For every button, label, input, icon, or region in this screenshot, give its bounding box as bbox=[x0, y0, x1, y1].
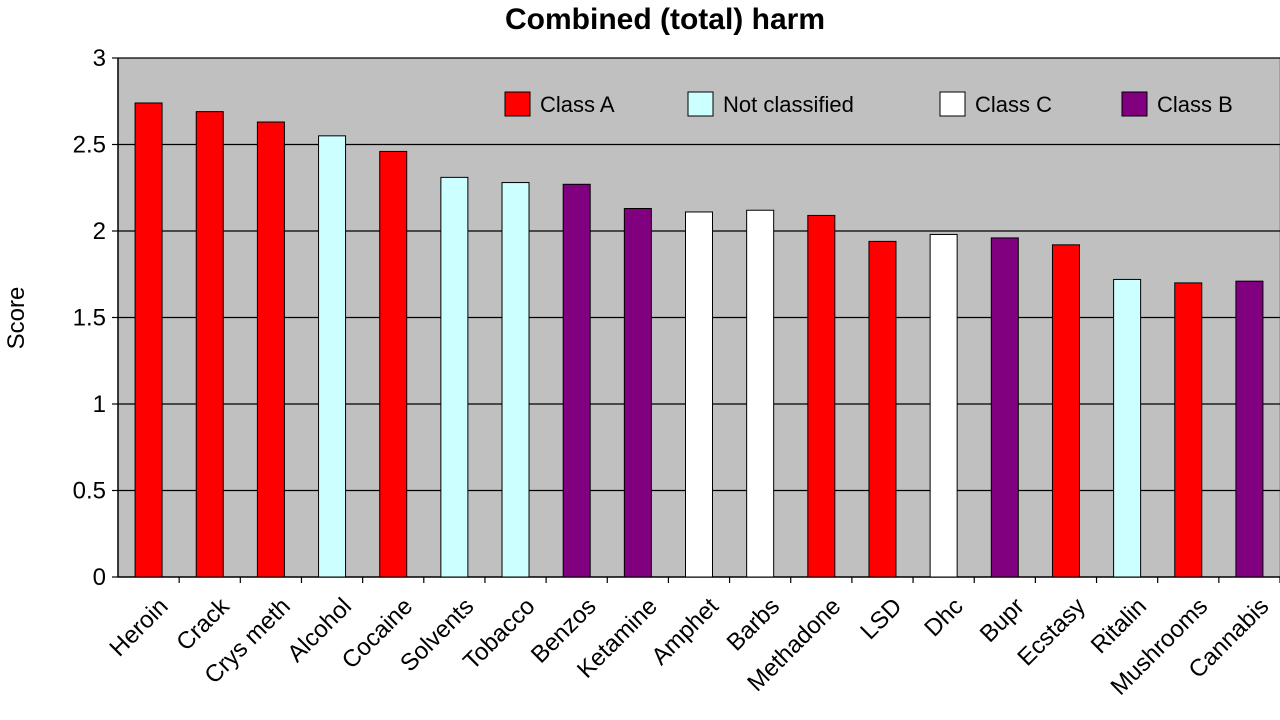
legend-swatch bbox=[1121, 91, 1148, 117]
legend-swatch bbox=[687, 91, 714, 117]
bar-lsd bbox=[868, 240, 897, 578]
legend-item-class-b: Class B bbox=[1121, 91, 1233, 117]
legend-item-class-a: Class A bbox=[504, 91, 615, 117]
y-tick-label: 0.5 bbox=[73, 478, 106, 505]
x-tick-label: Heroin bbox=[104, 593, 173, 662]
legend-item-not-classified: Not classified bbox=[687, 91, 854, 117]
bar-heroin bbox=[134, 102, 163, 578]
bar-tobacco bbox=[501, 182, 530, 578]
bar-ketamine bbox=[623, 208, 652, 578]
y-tick-label: 1 bbox=[93, 391, 106, 418]
bar-ritalin bbox=[1113, 278, 1142, 578]
bar-barbs bbox=[746, 209, 775, 578]
y-tick-label: 2 bbox=[93, 218, 106, 245]
y-tick-label: 1.5 bbox=[73, 305, 106, 332]
x-tick-label: Bupr bbox=[975, 593, 1030, 648]
bar-amphet bbox=[685, 211, 713, 578]
legend-label: Not classified bbox=[723, 92, 854, 117]
legend-label: Class B bbox=[1157, 92, 1233, 117]
bar-cannabis bbox=[1235, 280, 1264, 578]
legend-label: Class A bbox=[540, 92, 615, 117]
y-tick-label: 2.5 bbox=[73, 132, 106, 159]
bar-ecstasy bbox=[1051, 244, 1080, 578]
chart-title: Combined (total) harm bbox=[505, 3, 825, 36]
y-tick-label: 0 bbox=[93, 564, 106, 591]
x-tick-label: Dhc bbox=[919, 593, 968, 642]
y-axis-label: Score bbox=[3, 287, 30, 350]
bar-alcohol bbox=[318, 135, 347, 578]
x-tick-label: Amphet bbox=[646, 593, 724, 671]
legend-swatch bbox=[939, 91, 966, 117]
legend-swatch bbox=[504, 91, 531, 117]
bar-solvents bbox=[440, 176, 469, 578]
y-tick-label: 3 bbox=[93, 45, 106, 72]
legend-item-class-c: Class C bbox=[939, 91, 1052, 117]
bar-crack bbox=[195, 111, 224, 578]
bar-cocaine bbox=[379, 150, 408, 578]
bar-bupr bbox=[990, 237, 1019, 578]
bar-benzos bbox=[562, 183, 591, 578]
legend-label: Class C bbox=[975, 92, 1052, 117]
x-tick-label: LSD bbox=[855, 593, 907, 645]
bar-mushrooms bbox=[1174, 282, 1203, 578]
bar-methadone bbox=[807, 214, 836, 578]
x-tick-label: Ecstasy bbox=[1012, 593, 1091, 672]
bar-dhc bbox=[929, 233, 958, 578]
bar-crys-meth bbox=[256, 121, 285, 578]
